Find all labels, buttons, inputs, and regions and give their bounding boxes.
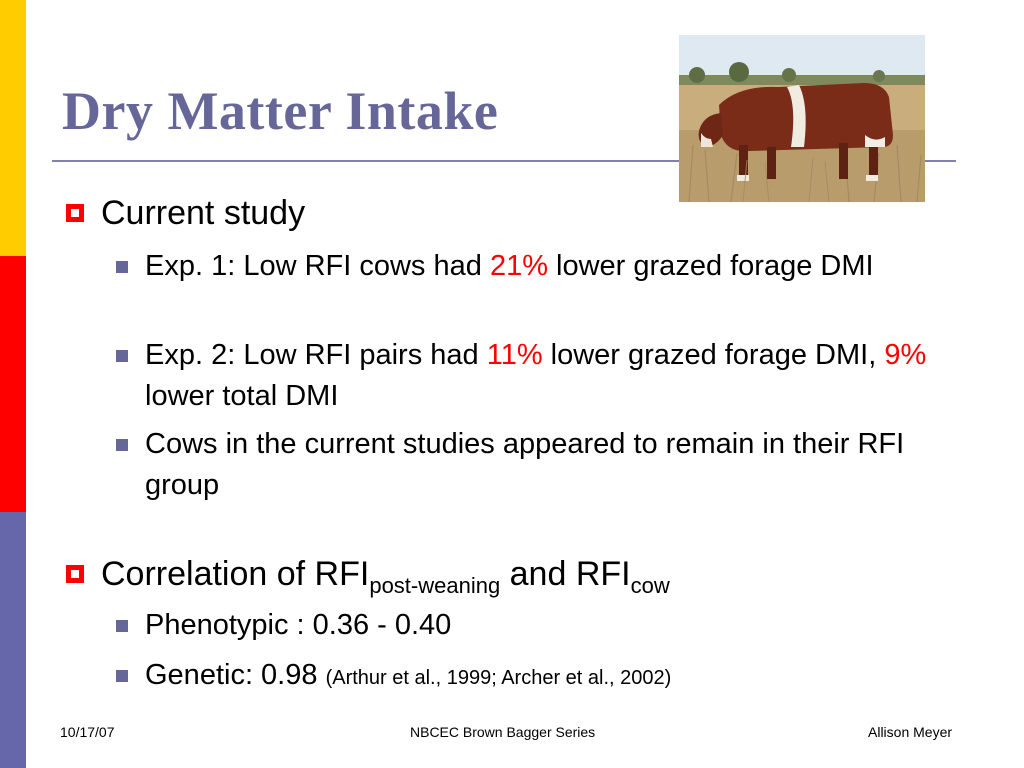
- square-bullet-icon: [116, 670, 128, 682]
- rfi-group-text: Cows in the current studies appeared to …: [145, 428, 905, 501]
- exp1-highlight: 21%: [489, 250, 548, 282]
- exp1-text: Exp. 1: Low RFI cows had 21% lower graze…: [145, 250, 874, 282]
- footer-author: Allison Meyer: [868, 724, 953, 740]
- genetic-text: Genetic: 0.98 (Arthur et al., 1999; Arch…: [145, 659, 672, 691]
- current-study-heading: Current study: [101, 194, 306, 232]
- footer-series: NBCEC Brown Bagger Series: [410, 724, 596, 740]
- cow-grazing-photo: [679, 35, 925, 202]
- square-bullet-icon: [116, 350, 128, 362]
- exp2-highlight-forage: 11%: [486, 339, 543, 371]
- phenotypic-text: Phenotypic : 0.36 - 0.40: [145, 609, 452, 641]
- square-bullet-icon: [116, 261, 128, 273]
- exp2-highlight-total: 9%: [884, 339, 927, 371]
- correlation-heading: Correlation of RFIpost-weaning and RFIco…: [101, 555, 670, 598]
- square-bullet-icon: [116, 439, 128, 451]
- slide-title: Dry Matter Intake: [62, 81, 499, 141]
- square-bullet-icon: [116, 620, 128, 632]
- sidebar-red-segment: [0, 256, 26, 512]
- citation: (Arthur et al., 1999; Archer et al., 200…: [325, 667, 672, 689]
- footer-date: 10/17/07: [60, 724, 115, 740]
- sidebar-yellow-segment: [0, 0, 26, 256]
- sidebar-blue-segment: [0, 512, 26, 768]
- exp2-text: Exp. 2: Low RFI pairs had 11% lower graz…: [145, 339, 927, 412]
- sidebar-color-bar: [0, 0, 26, 768]
- hollow-square-bullet-icon: [66, 204, 84, 222]
- hollow-square-bullet-icon: [66, 565, 84, 583]
- title-underline: [52, 160, 956, 162]
